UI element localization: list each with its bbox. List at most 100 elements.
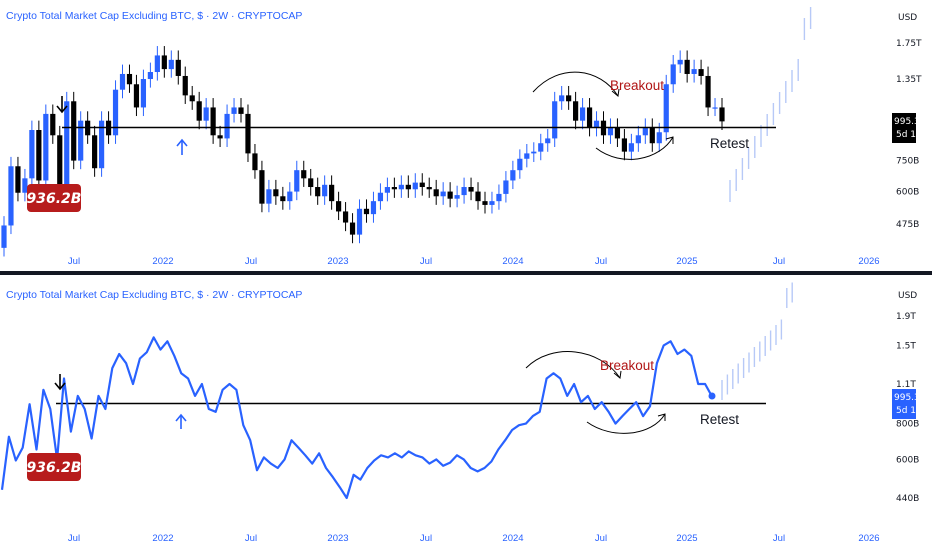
top-candle-body [168, 59, 174, 70]
top-projection-bars [729, 7, 812, 202]
bottom-retest-curve-arrow [586, 413, 666, 434]
bottom-chart-title: Crypto Total Market Cap Excluding BTC, $… [6, 289, 302, 301]
top-candle-body [308, 178, 314, 188]
bottom-time-axis[interactable]: Jul 2022 Jul 2023 Jul 2024 Jul 2025 Jul 2026 [68, 533, 880, 544]
panel-divider[interactable] [0, 271, 932, 275]
top-candle-body [475, 191, 481, 202]
top-candle-body [29, 130, 35, 179]
top-price-tick-label: 475B [896, 220, 919, 230]
top-candle-body [182, 75, 188, 96]
top-candle-body [579, 107, 586, 121]
top-time-tick-label: Jul [245, 256, 257, 267]
bottom-retest-arrowhead-icon [657, 413, 666, 421]
top-time-axis[interactable]: Jul 2022 Jul 2023 Jul 2024 Jul 2025 Jul 2026 [68, 256, 880, 267]
top-candle-body [224, 113, 230, 139]
top-candle-body [370, 201, 377, 215]
top-candle-body [231, 107, 237, 114]
top-candle-body [245, 113, 251, 154]
top-time-tick-label: 2025 [676, 256, 697, 267]
top-candle-body [635, 135, 641, 144]
top-candle-body [1, 225, 7, 248]
top-time-tick-label: 2023 [327, 256, 348, 267]
bottom-price-axis[interactable]: 1.9T 1.5T 1.1T 800B 600B 440B [896, 312, 919, 504]
top-candle-body [691, 69, 697, 74]
top-retest-label: Retest [710, 136, 749, 151]
top-candle-body [356, 208, 363, 235]
top-candle-body [531, 151, 537, 154]
top-candle-body [112, 89, 119, 136]
top-candle-body [503, 180, 509, 194]
bottom-price-tick-label: 440B [896, 494, 919, 504]
top-candle-body [147, 72, 153, 80]
top-candle-body [712, 107, 718, 109]
top-breakout-label: Breakout [610, 78, 664, 93]
bottom-price-tag [892, 389, 916, 419]
top-candle-body [628, 143, 634, 152]
top-candle-body [259, 170, 265, 204]
top-candle-body [621, 138, 628, 152]
top-currency-label[interactable]: USD [898, 13, 917, 23]
top-price-axis[interactable]: 1.75T 1.35T 750B 600B 475B [896, 39, 922, 230]
top-candle-body [642, 127, 648, 136]
top-candle-body [154, 55, 160, 73]
bottom-price-tick-label: 1.9T [896, 312, 916, 322]
bottom-projection-bars [721, 282, 793, 400]
top-candle-body [133, 84, 140, 108]
top-price-tick-label: 750B [896, 157, 919, 167]
bottom-up-arrow-icon [175, 413, 187, 429]
top-time-tick-label: 2024 [502, 256, 523, 267]
top-candle-body [252, 153, 258, 171]
top-candle-body [126, 73, 133, 85]
top-candle-body [670, 64, 676, 85]
top-price-tick-label: 600B [896, 188, 919, 198]
top-price-tag [892, 113, 916, 143]
top-candle-body [280, 196, 286, 202]
bottom-time-tick-label: Jul [68, 533, 80, 544]
bottom-breakout-label: Breakout [600, 358, 654, 373]
top-candle-body [496, 193, 502, 202]
top-candle-body [363, 208, 370, 215]
top-candle-body [663, 84, 669, 133]
top-level-badge-text: 936.2B [27, 191, 82, 207]
top-candle-body [273, 189, 279, 197]
top-candle-body [8, 166, 14, 226]
top-candle-body [545, 138, 551, 144]
top-candle-body [161, 55, 167, 70]
top-candle-body [586, 107, 593, 128]
bottom-price-tag-value: 995.3B [894, 393, 926, 403]
top-candle-body [698, 69, 704, 76]
bottom-currency-label[interactable]: USD [898, 291, 917, 301]
top-candle-body [64, 101, 70, 192]
top-candle-body [349, 222, 356, 235]
top-candle-body [175, 59, 181, 76]
top-candle-body [419, 182, 425, 188]
top-candle-body [461, 187, 467, 196]
top-candle-body [203, 107, 209, 121]
top-time-tick-label: Jul [595, 256, 607, 267]
top-candle-body [78, 120, 84, 161]
top-time-tick-label: Jul [68, 256, 80, 267]
bottom-time-tick-label: 2025 [676, 533, 697, 544]
top-candle-body [573, 101, 579, 121]
bottom-price-tick-label: 1.5T [896, 341, 916, 351]
top-candle-body [510, 170, 516, 181]
bottom-time-tick-label: Jul [420, 533, 432, 544]
top-candle-body [412, 182, 418, 190]
top-candle-body [217, 135, 223, 139]
top-candle-body [322, 184, 328, 197]
top-candle-body [98, 120, 105, 169]
top-price-tag-countdown: 5d 14h [896, 130, 927, 140]
top-candle-body [656, 132, 662, 144]
top-candle-body [719, 107, 725, 122]
top-candle-body [315, 187, 321, 197]
bottom-level-badge-text: 936.2B [27, 460, 82, 476]
top-candle-body [294, 170, 300, 192]
top-chart-title: Crypto Total Market Cap Excluding BTC, $… [6, 10, 302, 22]
top-candle-body [566, 95, 572, 102]
top-candle-body [426, 187, 432, 190]
bottom-line-series [0, 336, 713, 500]
top-candle-body [336, 201, 342, 212]
top-candle-body [196, 101, 202, 121]
top-time-tick-label: 2026 [858, 256, 879, 267]
